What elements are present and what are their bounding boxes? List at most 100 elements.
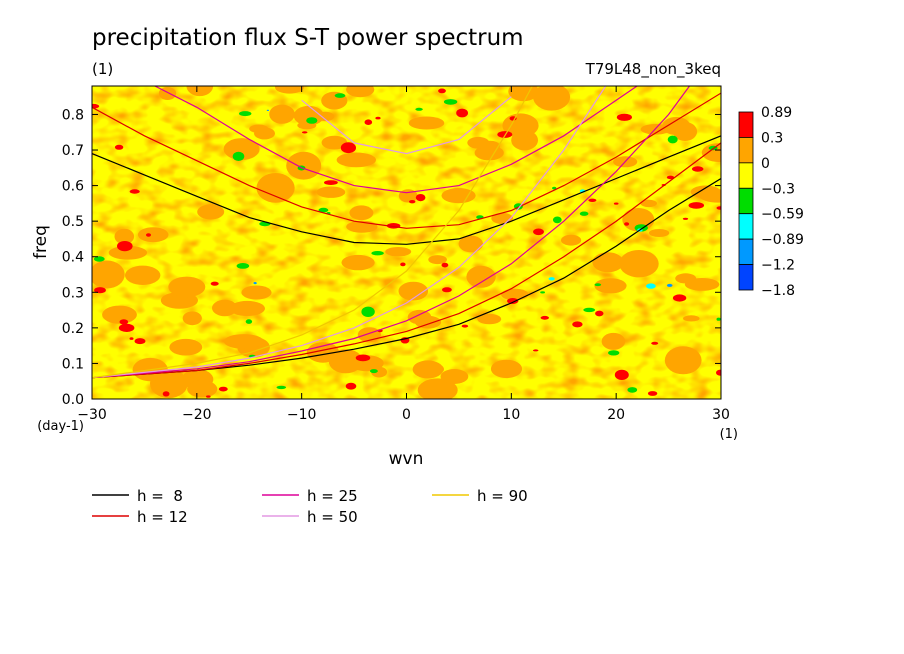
field-patch <box>316 111 335 122</box>
field-patch <box>675 273 697 284</box>
dispersion-curves <box>92 86 721 379</box>
colorbar-label: −1.2 <box>761 258 795 274</box>
field-patch <box>548 277 555 281</box>
legend-label: h = 50 <box>307 508 358 526</box>
field-patch <box>169 338 203 356</box>
colorbar: 0.89 0.3 0 −0.3 −0.59 −0.89 −1.2 −1.8 <box>738 105 804 299</box>
field-patch <box>540 291 545 294</box>
colorbar-label: 0.3 <box>761 130 783 146</box>
field-patch <box>682 217 689 220</box>
field-patch <box>409 200 416 204</box>
y-tick-label: 0.1 <box>62 356 84 372</box>
colorbar-swatch <box>738 264 754 291</box>
field-patch <box>438 88 446 94</box>
field-patch <box>619 250 659 278</box>
field-patch <box>239 111 252 117</box>
colorbar-swatch <box>738 213 754 240</box>
field-patch <box>616 113 633 121</box>
legend: h = 8 h = 12 h = 25 h = 50 h = 90 <box>92 487 528 526</box>
x-tick-label: 20 <box>607 407 625 423</box>
field-patch <box>595 310 604 317</box>
y-tick-label: 0.8 <box>62 107 84 123</box>
chart-title: precipitation flux S-T power spectrum <box>92 25 524 51</box>
field-patch <box>594 283 602 287</box>
field-patch <box>186 86 214 97</box>
field-patch <box>334 93 346 98</box>
field-patch <box>168 276 206 298</box>
field-patch <box>340 142 356 154</box>
field-patch <box>415 107 423 111</box>
field-patch <box>716 317 721 321</box>
field-patch <box>324 180 338 186</box>
field-patch <box>490 359 523 379</box>
y-tick-label: 0.3 <box>62 285 84 301</box>
field-patch <box>349 205 374 221</box>
field-patch <box>316 186 346 198</box>
curve-h-8-kelvin <box>92 177 721 379</box>
legend-label: h = 8 <box>137 487 183 505</box>
field-patch <box>129 337 134 340</box>
field-patch <box>407 309 432 325</box>
field-patch <box>256 173 295 203</box>
field-patch <box>477 313 502 325</box>
field-patch <box>223 334 264 349</box>
field-patch <box>608 350 620 356</box>
field-patch <box>341 254 375 271</box>
field-patch <box>683 315 700 322</box>
field-patch <box>276 385 287 390</box>
curve-h-25-kelvin <box>92 86 690 379</box>
curve-h-50-kelvin <box>92 86 607 379</box>
colorbar-swatch <box>738 187 754 215</box>
chart-subtitle-right: T79L48_non_3keq <box>585 60 721 79</box>
legend-label: h = 25 <box>307 487 358 505</box>
y-tick-label: 0.2 <box>62 321 84 337</box>
field-patch <box>245 319 253 324</box>
field-patch <box>92 103 100 109</box>
field-patch <box>146 233 151 237</box>
colorbar-label: −0.89 <box>761 232 804 248</box>
field-patch <box>552 216 562 224</box>
field-patches <box>92 86 721 399</box>
colorbar-swatch <box>738 137 754 164</box>
field-patch <box>206 395 211 398</box>
field-patch <box>671 123 688 132</box>
colorbar-label: 0.89 <box>761 105 792 121</box>
field-patch <box>210 281 219 286</box>
field-patch <box>583 307 596 313</box>
colorbar-label: −0.3 <box>761 181 795 197</box>
field-patch <box>666 283 673 287</box>
field-patch <box>162 391 170 397</box>
field-patch <box>716 369 721 376</box>
field-patch <box>408 116 445 130</box>
x-tick-label: −10 <box>287 407 317 423</box>
field-patch <box>119 319 129 325</box>
field-patch <box>182 311 202 326</box>
field-patch <box>417 378 458 399</box>
field-patch <box>458 235 483 253</box>
field-patch <box>232 151 245 161</box>
field-patch <box>370 369 378 374</box>
field-patch <box>241 285 272 300</box>
field-patch <box>614 369 629 380</box>
field-patch <box>266 109 270 111</box>
field-patch <box>102 305 137 324</box>
field-patch <box>286 151 322 180</box>
field-patch <box>269 104 295 124</box>
field-patch <box>507 298 519 304</box>
field-patch <box>108 245 148 260</box>
y-tick-label: 0.4 <box>62 250 84 266</box>
x-tick-label: 30 <box>712 407 730 423</box>
field-patch <box>421 363 444 376</box>
field-patch <box>187 380 218 398</box>
field-patch <box>318 207 329 213</box>
field-patch <box>253 282 257 285</box>
x-tick-label: 10 <box>502 407 520 423</box>
field-patch <box>594 278 627 294</box>
field-patch <box>533 228 544 236</box>
field-patch <box>355 354 371 362</box>
field-patch <box>552 186 557 190</box>
field-patch <box>415 194 426 202</box>
x-axis-label: wvn <box>389 449 424 469</box>
field-patch <box>306 117 318 124</box>
